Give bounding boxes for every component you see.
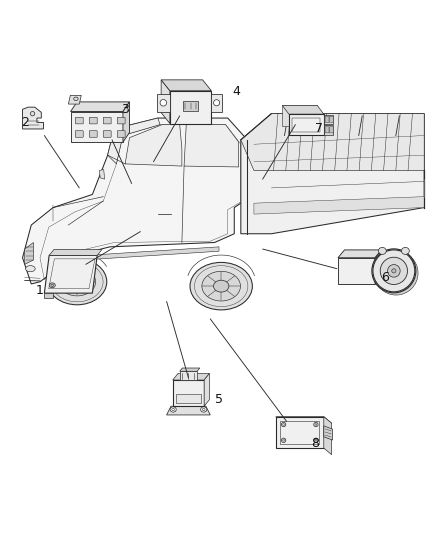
Polygon shape [71,111,123,142]
Ellipse shape [59,268,95,296]
Polygon shape [254,197,424,214]
Polygon shape [276,417,324,448]
FancyBboxPatch shape [183,101,198,111]
Text: 1: 1 [36,284,44,297]
Polygon shape [22,118,247,284]
Ellipse shape [170,407,176,412]
Ellipse shape [202,271,240,301]
FancyBboxPatch shape [117,131,125,138]
Polygon shape [173,374,209,380]
Ellipse shape [213,280,229,292]
Text: 4: 4 [233,85,240,99]
FancyBboxPatch shape [89,131,97,138]
Polygon shape [173,380,204,406]
FancyBboxPatch shape [329,116,333,123]
Polygon shape [375,250,381,284]
Text: 2: 2 [21,116,28,129]
Polygon shape [157,94,170,111]
Polygon shape [123,102,130,142]
Ellipse shape [282,438,286,442]
Ellipse shape [70,276,85,287]
Ellipse shape [373,250,415,292]
FancyBboxPatch shape [329,127,333,133]
Text: 5: 5 [215,393,223,406]
Text: 6: 6 [381,271,389,284]
Ellipse shape [314,422,318,427]
Ellipse shape [282,422,286,427]
Polygon shape [125,125,182,166]
Polygon shape [283,106,324,114]
Polygon shape [276,417,332,423]
Ellipse shape [214,100,219,106]
Polygon shape [49,249,102,255]
Ellipse shape [374,251,418,295]
Polygon shape [204,374,209,406]
Polygon shape [184,125,239,167]
Ellipse shape [380,257,407,285]
Ellipse shape [392,269,396,273]
Polygon shape [22,107,43,129]
Ellipse shape [190,262,252,310]
FancyBboxPatch shape [325,127,329,133]
Polygon shape [338,258,375,284]
Polygon shape [180,372,197,380]
Ellipse shape [160,100,166,106]
Polygon shape [161,80,212,91]
FancyBboxPatch shape [75,117,83,124]
Polygon shape [283,106,317,126]
Polygon shape [324,125,333,135]
Ellipse shape [201,407,207,412]
Ellipse shape [30,111,35,116]
Polygon shape [25,243,33,264]
Polygon shape [99,169,105,179]
Text: 3: 3 [121,103,129,116]
Polygon shape [241,114,424,171]
FancyBboxPatch shape [75,131,83,138]
FancyBboxPatch shape [103,117,111,124]
Polygon shape [44,293,53,298]
Polygon shape [71,102,130,111]
FancyBboxPatch shape [89,117,97,124]
Ellipse shape [388,264,400,277]
Text: 8: 8 [311,437,319,450]
Text: 7: 7 [315,123,323,135]
Polygon shape [166,406,210,415]
Ellipse shape [372,249,416,293]
Polygon shape [241,114,424,234]
FancyBboxPatch shape [103,131,111,138]
Polygon shape [84,247,219,260]
Polygon shape [161,80,170,124]
FancyBboxPatch shape [117,117,125,124]
Polygon shape [170,91,212,124]
Polygon shape [68,95,81,104]
FancyBboxPatch shape [325,116,329,123]
Polygon shape [324,417,332,455]
Ellipse shape [47,259,107,305]
Ellipse shape [314,438,318,442]
Ellipse shape [25,265,35,272]
Polygon shape [108,118,160,164]
FancyBboxPatch shape [176,394,201,403]
Polygon shape [338,250,381,258]
Polygon shape [324,115,333,124]
Polygon shape [324,426,332,440]
Polygon shape [212,94,222,111]
Ellipse shape [402,247,410,254]
Ellipse shape [378,247,386,254]
Polygon shape [289,114,324,135]
Polygon shape [44,255,97,293]
Ellipse shape [49,283,55,288]
Polygon shape [180,368,200,372]
